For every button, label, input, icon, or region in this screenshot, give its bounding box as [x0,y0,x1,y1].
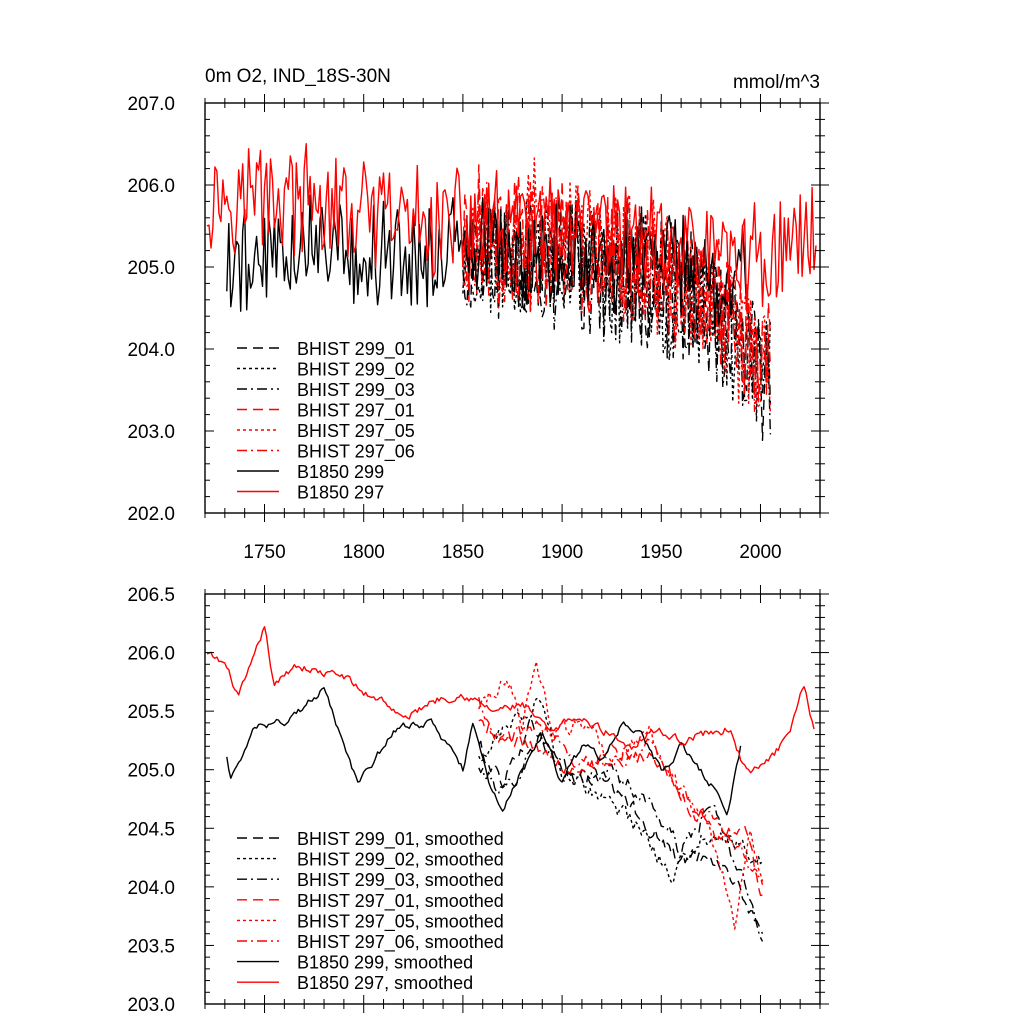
series-line-bottom-2 [478,697,764,884]
x-tick-label: 1800 [343,542,385,563]
y-tick-label: 207.0 [127,94,175,115]
top-panel: 1750 1800 1850 1900 1950 2000 202.0 203.0 204.0 2… [127,94,829,563]
bottom-panel-ticks: 203.0 203.5 204.0 204.5 205.0 205.5 206.0 206.5 [127,585,829,1016]
x-tick-label: 1750 [243,542,285,563]
bottom-panel: 203.0 203.5 204.0 204.5 205.0 205.5 206.0 206.5… [127,585,829,1016]
legend-label: BHIST 299_02, smoothed [297,850,504,871]
y-tick-label: 205.0 [127,761,175,782]
series-line-top-8 [206,143,817,312]
y-tick-label: 205.5 [127,702,175,723]
legend-label: BHIST 297_05, smoothed [297,911,504,932]
y-tick-label: 205.0 [127,258,175,279]
legend-label: BHIST 299_01, smoothed [297,829,504,850]
y-tick-label: 203.0 [127,995,175,1016]
legend-label: BHIST 297_05 [297,421,415,442]
top-panel-series [206,143,817,441]
legend-label: B1850 297, smoothed [297,973,473,993]
y-tick-label: 204.5 [127,819,175,840]
y-tick-label: 206.5 [127,585,175,606]
legend-label: BHIST 297_01 [297,401,415,422]
series-line-top-7 [226,194,748,334]
series-line-bottom-6 [478,697,764,885]
title-left: 0m O2, IND_18S-30N [205,66,391,87]
y-tick-label: 206.0 [127,176,175,197]
legend-label: BHIST 297_06, smoothed [297,932,504,953]
x-tick-label: 1950 [640,542,682,563]
top-panel-frame [204,102,821,514]
y-tick-label: 202.0 [127,504,175,525]
legend-label: B1850 297 [297,483,384,503]
x-tick-label: 1900 [541,542,583,563]
y-tick-label: 203.0 [127,422,175,443]
legend-label: B1850 299 [297,462,384,482]
legend-label: BHIST 299_03, smoothed [297,870,504,891]
title-right: mmol/m^3 [733,72,820,93]
x-tick-label: 1850 [442,542,484,563]
legend-label: B1850 299, smoothed [297,953,473,973]
series-line-bottom-5 [478,660,764,930]
series-line-top-6 [462,181,772,413]
series-line-bottom-7 [226,687,742,816]
series-line-bottom-3 [478,732,764,942]
legend-label: BHIST 297_01, smoothed [297,891,504,912]
y-tick-label: 203.5 [127,936,175,957]
top-panel-ticks: 1750 1800 1850 1900 1950 2000 202.0 203.0 204.0 2… [127,94,829,563]
bottom-panel-frame [204,593,821,1005]
y-tick-label: 204.0 [127,340,175,361]
y-tick-label: 206.0 [127,644,175,665]
legend-label: BHIST 299_03 [297,380,415,401]
series-line-bottom-1 [478,716,764,935]
legend-label: BHIST 299_01 [297,339,415,360]
x-tick-label: 2000 [739,542,781,563]
series-line-top-2 [462,195,772,423]
legend-label: BHIST 299_02 [297,360,415,381]
legend-label: BHIST 297_06 [297,442,415,463]
bottom-panel-series [206,626,815,942]
y-tick-label: 204.0 [127,878,175,899]
series-line-bottom-8 [206,626,815,774]
